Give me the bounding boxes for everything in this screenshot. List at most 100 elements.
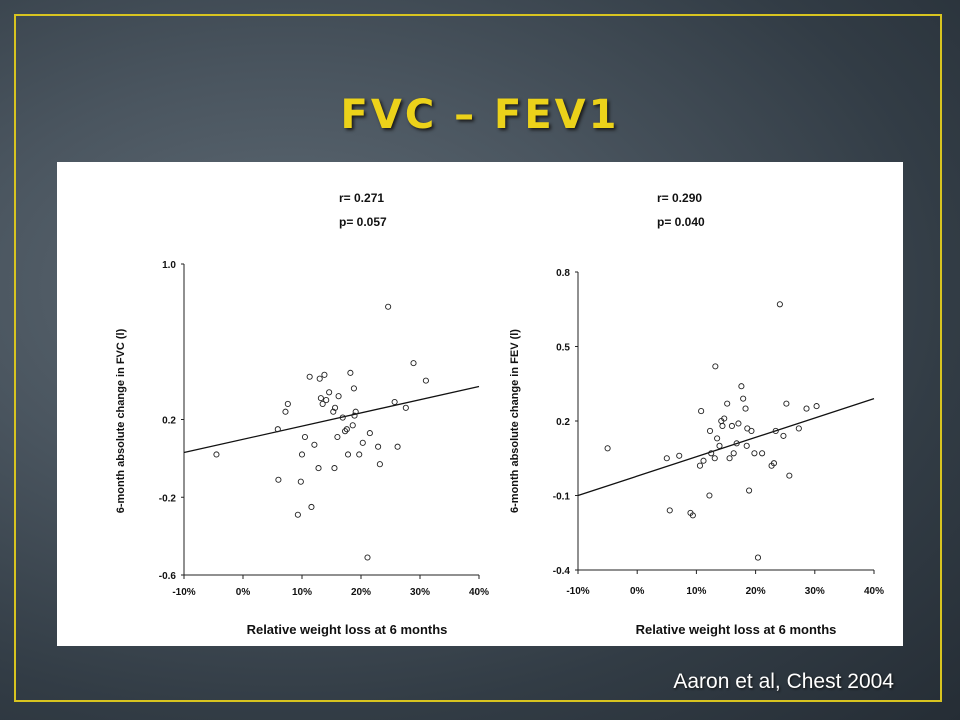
x-tick-label: 0%	[630, 586, 645, 597]
data-point	[748, 427, 755, 434]
data-point	[343, 426, 350, 433]
data-point	[308, 503, 315, 511]
data-point	[708, 450, 715, 457]
x-tick-label: 20%	[351, 587, 371, 598]
data-point	[716, 442, 723, 449]
data-point	[342, 428, 349, 435]
data-point	[297, 478, 304, 485]
data-point	[754, 554, 762, 561]
data-point	[356, 451, 363, 458]
data-point	[666, 507, 673, 514]
data-point	[315, 465, 322, 472]
data-point	[319, 400, 326, 407]
data-point	[726, 455, 733, 462]
data-point	[780, 432, 787, 439]
data-point	[746, 487, 753, 494]
y-axis-label: 6-month absolute change in FEV (l)	[509, 329, 521, 513]
data-point	[359, 439, 366, 446]
data-point	[733, 440, 740, 447]
data-point	[394, 443, 401, 450]
x-tick-label: 10%	[292, 587, 312, 598]
data-point	[689, 512, 696, 519]
data-point	[347, 369, 354, 376]
data-point	[298, 451, 306, 458]
data-point	[743, 442, 750, 449]
y-tick-label: -0.4	[553, 566, 571, 577]
regression-line	[577, 398, 875, 497]
data-point	[402, 404, 409, 411]
data-point	[700, 457, 707, 464]
data-point	[604, 445, 611, 452]
citation: Aaron et al, Chest 2004	[673, 670, 894, 693]
y-tick-label: -0.2	[159, 493, 177, 504]
data-point	[803, 405, 810, 412]
data-point	[706, 492, 713, 499]
data-point	[698, 408, 705, 415]
data-point	[751, 450, 758, 457]
data-point	[711, 455, 718, 462]
data-point	[721, 415, 728, 422]
data-point	[738, 383, 745, 390]
data-point	[306, 373, 313, 380]
data-point	[813, 403, 820, 410]
data-point	[316, 375, 323, 382]
scatter-charts: r= 0.271 p= 0.057 -10% 0% 10% 20% 30% 40% -0.6 -0…	[115, 191, 884, 637]
x-tick-label: 30%	[805, 586, 825, 597]
data-point	[730, 450, 737, 457]
data-point	[786, 472, 793, 479]
data-point	[772, 427, 779, 434]
data-point	[714, 435, 721, 442]
p-value-label: p= 0.057	[339, 215, 387, 229]
data-point	[275, 476, 282, 483]
data-point	[719, 422, 726, 430]
y-tick-label: 0.8	[556, 268, 570, 279]
y-tick-label: -0.1	[553, 492, 571, 503]
y-tick-label: 0.2	[556, 417, 570, 428]
data-point	[339, 414, 346, 421]
data-point	[349, 422, 356, 429]
data-point	[331, 404, 339, 411]
data-point	[321, 371, 328, 378]
p-value-label: p= 0.040	[657, 215, 705, 229]
data-point	[330, 408, 337, 415]
r-value-label: r= 0.290	[657, 191, 702, 205]
y-tick-label: 0.5	[556, 343, 570, 354]
data-point	[783, 400, 790, 407]
data-point	[410, 360, 417, 367]
x-tick-label: 20%	[746, 586, 766, 597]
slide-frame	[14, 14, 942, 702]
x-tick-label: 0%	[236, 587, 251, 598]
y-tick-label: 0.2	[162, 416, 176, 427]
data-point	[366, 430, 373, 437]
data-point	[335, 393, 342, 400]
x-axis-label: Relative weight loss at 6 months	[247, 622, 448, 637]
data-point	[317, 395, 324, 402]
data-point	[385, 303, 392, 310]
data-point	[422, 377, 429, 384]
data-point	[311, 441, 318, 448]
y-axis-label: 6-month absolute change in FVC (l)	[115, 328, 127, 513]
x-tick-label: 10%	[686, 586, 706, 597]
data-point	[351, 412, 358, 419]
data-point	[344, 451, 352, 458]
data-point	[712, 363, 719, 370]
regression-line	[183, 385, 480, 454]
data-point	[282, 408, 289, 415]
x-tick-label: -10%	[172, 587, 195, 598]
data-point	[696, 462, 704, 469]
data-point	[740, 395, 747, 402]
data-point	[391, 398, 398, 406]
data-point	[676, 452, 683, 459]
data-point	[375, 443, 382, 450]
data-point	[284, 400, 291, 407]
data-point	[301, 433, 308, 441]
data-point	[759, 450, 766, 457]
y-tick-label: -0.6	[159, 571, 177, 582]
y-tick-label: 1.0	[162, 260, 176, 271]
data-point	[706, 427, 714, 434]
data-point	[326, 389, 333, 396]
data-point	[364, 554, 371, 561]
data-point	[795, 425, 802, 432]
data-point	[663, 455, 670, 462]
data-point	[323, 397, 330, 404]
